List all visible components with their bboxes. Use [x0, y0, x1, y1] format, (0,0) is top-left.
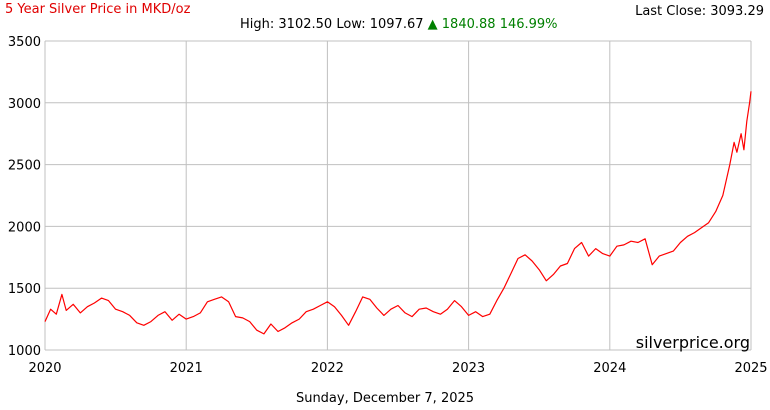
date-footer: Sunday, December 7, 2025 [295, 391, 475, 406]
x-tick-label: 2020 [28, 361, 61, 376]
chart-title: 5 Year Silver Price in MKD/oz [5, 2, 191, 17]
last-close-label: Last Close: [635, 4, 707, 19]
high-label: High: [240, 17, 275, 32]
change-value: 1840.88 [441, 17, 496, 32]
y-tick-label: 1500 [8, 282, 41, 297]
y-tick-label: 2000 [8, 220, 41, 235]
x-tick-label: 2024 [593, 361, 626, 376]
x-tick-label: 2021 [170, 361, 203, 376]
x-tick-label: 2023 [452, 361, 485, 376]
change-up-arrow-icon: ▲ [427, 17, 438, 32]
y-tick-label: 3500 [8, 35, 41, 50]
x-tick-label: 2022 [311, 361, 344, 376]
series [44, 91, 752, 335]
change-percent: 146.99% [499, 17, 558, 32]
last-close: Last Close: 3093.29 [635, 4, 764, 20]
grid [44, 40, 752, 351]
y-tick-label: 2500 [8, 159, 41, 174]
low-label: Low: [336, 17, 366, 32]
high-value: 3102.50 [278, 17, 333, 32]
low-value: 1097.67 [369, 17, 424, 32]
y-tick-label: 1000 [8, 344, 41, 359]
price-series-line [44, 91, 752, 335]
x-tick-label: 2025 [734, 361, 767, 376]
axis-ticks: 1000 1500 2000 2500 3000 3500 2020 2021 2022 2023… [8, 35, 768, 376]
price-stats: High: 3102.50 Low: 1097.67 ▲ 1840.88 146… [240, 17, 558, 33]
y-tick-label: 3000 [8, 97, 41, 112]
watermark: silverprice.org [636, 333, 750, 352]
last-close-value: 3093.29 [710, 4, 764, 19]
